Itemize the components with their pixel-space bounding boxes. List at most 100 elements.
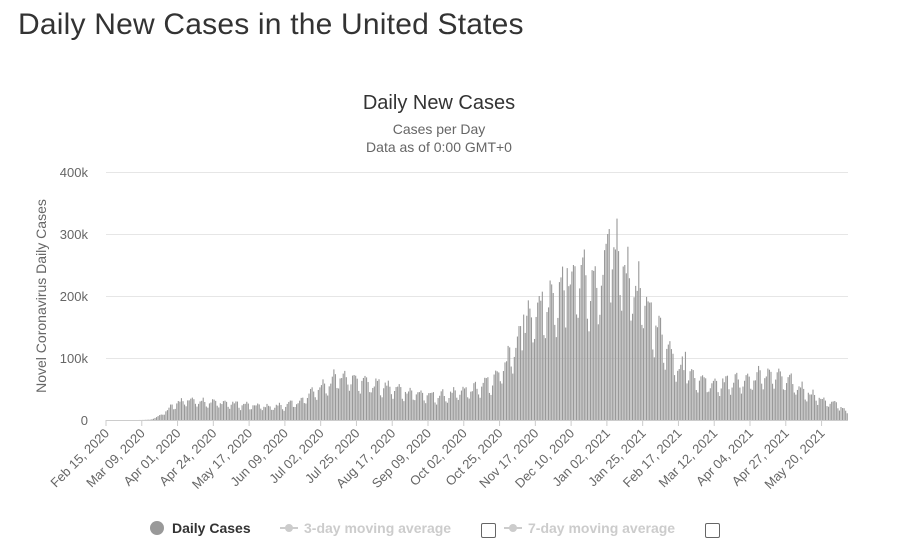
bar-daily-cases[interactable] [577,317,579,420]
bar-daily-cases[interactable] [271,409,273,420]
bar-daily-cases[interactable] [468,398,470,420]
bar-daily-cases[interactable] [711,383,713,420]
bar-daily-cases[interactable] [375,378,377,420]
bar-daily-cases[interactable] [236,401,239,420]
bar-daily-cases[interactable] [782,389,785,420]
bar-daily-cases[interactable] [756,372,758,420]
bar-daily-cases[interactable] [504,362,506,420]
bar-daily-cases[interactable] [299,400,301,420]
legend-item-7-day-average[interactable]: 7-day moving average [504,518,675,538]
bar-daily-cases[interactable] [403,401,405,420]
bar-daily-cases[interactable] [793,392,795,420]
bar-series-daily-cases[interactable] [138,218,848,420]
bar-daily-cases[interactable] [745,375,747,420]
bar-daily-cases[interactable] [173,409,175,420]
bar-daily-cases[interactable] [232,401,234,420]
bar-daily-cases[interactable] [358,390,360,420]
bar-daily-cases[interactable] [812,389,814,420]
bar-daily-cases[interactable] [272,409,274,420]
bar-daily-cases[interactable] [675,381,677,420]
bar-daily-cases[interactable] [806,401,808,420]
bar-daily-cases[interactable] [588,331,590,420]
bar-daily-cases[interactable] [519,326,522,420]
bar-daily-cases[interactable] [263,406,265,420]
bar-daily-cases[interactable] [379,395,382,420]
bar-daily-cases[interactable] [462,386,464,420]
bar-daily-cases[interactable] [706,392,708,420]
checkbox-7-day-average[interactable] [705,523,720,538]
bar-daily-cases[interactable] [765,376,767,420]
bar-daily-cases[interactable] [451,392,453,420]
bar-daily-cases[interactable] [535,316,537,420]
bar-daily-cases[interactable] [479,397,481,420]
bar-daily-cases[interactable] [481,386,483,420]
bar-daily-cases[interactable] [471,391,473,420]
bar-daily-cases[interactable] [611,269,613,420]
bar-daily-cases[interactable] [551,284,553,420]
bar-daily-cases[interactable] [160,414,162,420]
bar-daily-cases[interactable] [645,296,648,420]
bar-daily-cases[interactable] [698,380,701,420]
bar-daily-cases[interactable] [453,387,455,420]
bar-daily-cases[interactable] [736,372,738,420]
bar-daily-cases[interactable] [568,286,570,420]
bar-daily-cases[interactable] [596,287,598,420]
bar-daily-cases[interactable] [194,403,197,420]
bar-daily-cases[interactable] [308,393,310,420]
bar-daily-cases[interactable] [829,403,831,420]
bar-daily-cases[interactable] [174,408,176,420]
bar-daily-cases[interactable] [421,392,424,420]
bar-daily-cases[interactable] [384,382,386,420]
bar-daily-cases[interactable] [260,408,262,420]
bar-daily-cases[interactable] [524,332,526,420]
bar-daily-cases[interactable] [547,307,550,420]
bar-daily-cases[interactable] [211,399,214,420]
bar-daily-cases[interactable] [621,310,623,420]
bar-daily-cases[interactable] [255,405,257,420]
bar-daily-cases[interactable] [225,401,228,420]
bar-daily-cases[interactable] [305,403,307,420]
bar-daily-cases[interactable] [523,314,525,420]
bar-daily-cases[interactable] [684,351,687,420]
bar-daily-cases[interactable] [393,390,396,420]
bar-daily-cases[interactable] [751,389,753,420]
bar-daily-cases[interactable] [687,380,690,420]
bar-daily-cases[interactable] [841,408,844,420]
bar-daily-cases[interactable] [169,404,172,420]
bar-daily-cases[interactable] [191,397,193,420]
bar-daily-cases[interactable] [496,371,498,420]
bar-daily-cases[interactable] [367,382,369,420]
bar-daily-cases[interactable] [681,356,683,420]
bar-daily-cases[interactable] [798,386,800,420]
bar-daily-cases[interactable] [733,382,735,420]
bar-daily-cases[interactable] [322,379,324,420]
bar-daily-cases[interactable] [642,328,645,420]
bar-daily-cases[interactable] [333,369,335,420]
bar-daily-cases[interactable] [351,375,354,420]
bar-daily-cases[interactable] [575,314,578,420]
bar-daily-cases[interactable] [484,377,486,420]
bar-daily-cases[interactable] [152,418,155,420]
bar-daily-cases[interactable] [227,406,229,420]
bar-daily-cases[interactable] [179,401,181,420]
bar-daily-cases[interactable] [334,374,337,420]
bar-daily-cases[interactable] [563,290,565,420]
bar-daily-cases[interactable] [790,373,792,420]
bar-daily-cases[interactable] [498,372,500,420]
bar-daily-cases[interactable] [532,342,534,420]
bar-daily-cases[interactable] [585,275,587,420]
bar-daily-cases[interactable] [275,404,277,420]
bar-daily-cases[interactable] [743,380,746,420]
bar-daily-cases[interactable] [482,382,484,420]
bar-daily-cases[interactable] [781,376,783,420]
bar-daily-cases[interactable] [701,375,704,420]
bar-daily-cases[interactable] [420,390,422,420]
bar-daily-cases[interactable] [488,392,491,420]
bar-daily-cases[interactable] [561,266,564,420]
bar-daily-cases[interactable] [151,419,153,420]
bar-daily-cases[interactable] [552,293,554,420]
bar-daily-cases[interactable] [614,249,617,420]
bar-daily-cases[interactable] [757,365,760,420]
bar-daily-cases[interactable] [669,341,671,420]
bar-daily-cases[interactable] [258,404,260,420]
